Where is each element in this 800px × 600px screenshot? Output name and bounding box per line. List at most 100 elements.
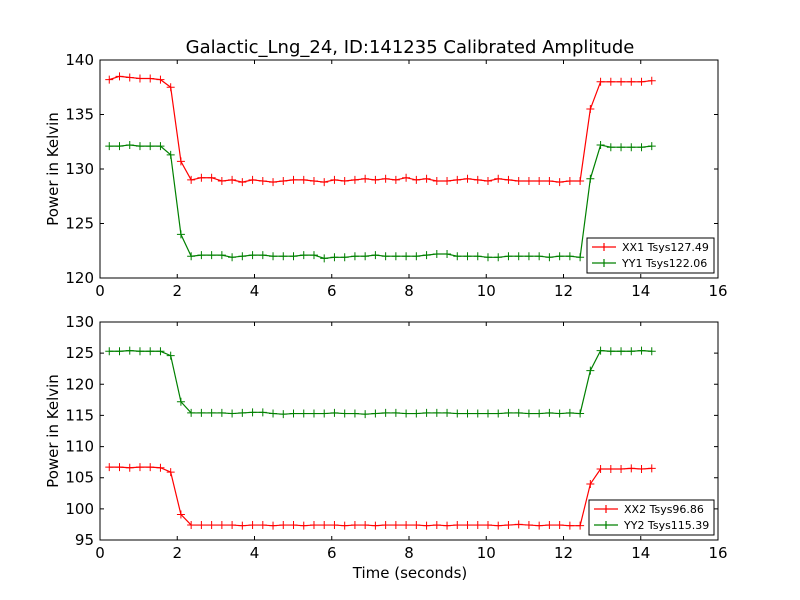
data-point-marker (228, 175, 237, 184)
x-axis-label: Time (seconds) (352, 564, 468, 582)
x-tick-label: 2 (172, 282, 182, 300)
data-point-marker (545, 408, 554, 417)
data-point-marker (576, 176, 585, 185)
data-point-marker (596, 77, 605, 86)
data-point-marker (524, 409, 533, 418)
data-point-marker (350, 252, 359, 261)
data-point-marker (279, 252, 288, 261)
data-point-marker (535, 176, 544, 185)
data-point-marker (289, 409, 298, 418)
data-point-marker (320, 409, 329, 418)
data-point-marker (361, 410, 370, 419)
data-point-marker (627, 143, 636, 152)
x-tick-label: 6 (327, 282, 337, 300)
data-point-marker (524, 252, 533, 261)
data-point-marker (637, 143, 646, 152)
data-point-marker (565, 521, 574, 530)
data-point-marker (340, 521, 349, 530)
x-tick-label: 4 (250, 544, 260, 562)
data-point-marker (176, 397, 185, 406)
data-point-marker (391, 521, 400, 530)
x-tick-label: 14 (631, 282, 650, 300)
data-point-marker (606, 347, 615, 356)
data-point-marker (647, 76, 656, 85)
data-point-marker (115, 142, 124, 151)
data-point-marker (432, 176, 441, 185)
data-point-marker (197, 521, 206, 530)
data-point-marker (402, 409, 411, 418)
data-point-marker (402, 521, 411, 530)
data-point-marker (463, 174, 472, 183)
data-point-marker (606, 143, 615, 152)
data-point-marker (381, 408, 390, 417)
data-point-marker (197, 408, 206, 417)
data-point-marker (187, 521, 196, 530)
y-tick-label: 110 (65, 438, 94, 456)
data-point-marker (299, 409, 308, 418)
y-tick-label: 120 (65, 375, 94, 393)
data-point-marker (617, 464, 626, 473)
data-point-marker (422, 174, 431, 183)
data-point-marker (146, 347, 155, 356)
y-tick-label: 135 (65, 106, 94, 124)
data-point-marker (238, 521, 247, 530)
data-point-marker (238, 408, 247, 417)
data-point-marker (391, 408, 400, 417)
data-point-marker (279, 410, 288, 419)
data-point-marker (494, 253, 503, 262)
data-point-marker (483, 176, 492, 185)
data-point-marker (514, 408, 523, 417)
data-point-marker (320, 178, 329, 187)
data-point-marker (228, 521, 237, 530)
data-point-marker (309, 409, 318, 418)
data-point-marker (412, 175, 421, 184)
y-axis-label: Power in Kelvin (44, 112, 62, 226)
y-tick-label: 140 (65, 51, 94, 69)
data-point-marker (299, 251, 308, 260)
data-point-marker (350, 521, 359, 530)
data-point-marker (555, 409, 564, 418)
data-point-marker (115, 347, 124, 356)
data-point-marker (238, 178, 247, 187)
data-point-marker (555, 178, 564, 187)
data-point-marker (494, 409, 503, 418)
data-point-marker (586, 366, 595, 375)
data-point-marker (412, 252, 421, 261)
x-tick-label: 6 (327, 544, 337, 562)
data-point-marker (289, 175, 298, 184)
y-tick-label: 130 (65, 313, 94, 331)
data-point-marker (555, 252, 564, 261)
data-point-marker (105, 463, 114, 472)
data-point-marker (545, 521, 554, 530)
data-point-marker (197, 251, 206, 260)
data-point-marker (443, 521, 452, 530)
data-point-marker (412, 409, 421, 418)
data-point-marker (361, 252, 370, 261)
data-point-marker (125, 463, 134, 472)
data-point-marker (483, 521, 492, 530)
data-point-marker (135, 142, 144, 151)
data-point-marker (494, 174, 503, 183)
data-point-marker (176, 510, 185, 519)
legend: XX2 Tsys96.86 YY2 Tsys115.39 (588, 499, 715, 536)
data-point-marker (115, 463, 124, 472)
data-point-marker (627, 77, 636, 86)
data-point-marker (453, 409, 462, 418)
legend-swatch-icon (592, 243, 616, 251)
data-point-marker (156, 347, 165, 356)
data-point-marker (269, 178, 278, 187)
data-point-marker (371, 521, 380, 530)
y-tick-label: 130 (65, 160, 94, 178)
data-point-marker (125, 73, 134, 82)
data-point-marker (217, 176, 226, 185)
data-point-marker (627, 347, 636, 356)
x-tick-label: 10 (477, 544, 496, 562)
data-point-marker (422, 408, 431, 417)
legend: XX1 Tsys127.49 YY1 Tsys122.06 (586, 237, 715, 274)
data-point-marker (340, 253, 349, 262)
data-point-marker (207, 408, 216, 417)
data-point-marker (309, 521, 318, 530)
data-point-marker (555, 521, 564, 530)
data-point-marker (105, 347, 114, 356)
data-point-marker (381, 174, 390, 183)
